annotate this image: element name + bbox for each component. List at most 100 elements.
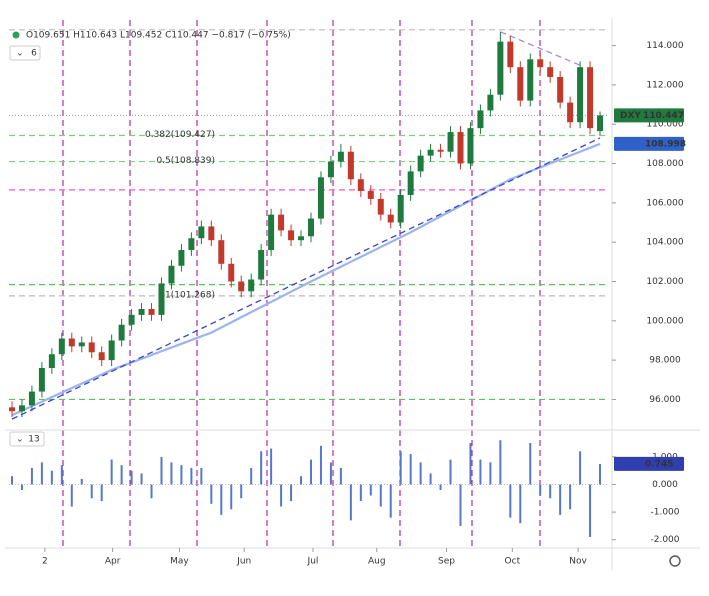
osc-bar bbox=[549, 484, 552, 499]
osc-bar bbox=[220, 484, 223, 515]
candle-body bbox=[567, 102, 574, 123]
osc-bar bbox=[90, 484, 93, 499]
candle-body bbox=[78, 342, 85, 347]
y-tick-label: 112.000 bbox=[646, 80, 683, 90]
ma-tag: 108.998 bbox=[645, 139, 686, 149]
candle-body bbox=[278, 214, 285, 231]
osc-bar bbox=[80, 478, 83, 485]
candle-body bbox=[397, 194, 404, 223]
candle-body bbox=[28, 391, 35, 406]
candle-body bbox=[198, 226, 205, 239]
y-tick-label: 98.000 bbox=[649, 356, 681, 366]
osc-tick-label: 0.000 bbox=[652, 480, 678, 490]
candle-body bbox=[407, 171, 414, 195]
osc-bar bbox=[110, 459, 113, 485]
level-label: 1(101.268) bbox=[165, 290, 215, 300]
candle-body bbox=[437, 149, 444, 152]
candle-body bbox=[357, 179, 364, 192]
last-price-tag: DXY bbox=[620, 111, 641, 121]
candle-body bbox=[98, 352, 105, 361]
candle-body bbox=[467, 128, 474, 164]
y-tick-label: 100.000 bbox=[646, 316, 683, 326]
osc-bar bbox=[559, 484, 562, 515]
candle-body bbox=[537, 59, 544, 68]
candle-body bbox=[288, 230, 295, 241]
x-tick-label: Jun bbox=[236, 557, 251, 567]
osc-bar bbox=[250, 467, 253, 485]
ohlc-header: O109.651 H110.643 L109.452 C110.447 −0.8… bbox=[26, 31, 291, 41]
osc-bar bbox=[489, 462, 492, 485]
candle-body bbox=[88, 342, 95, 353]
candle-body bbox=[347, 151, 354, 180]
osc-bar bbox=[419, 462, 422, 485]
osc-bar bbox=[270, 448, 273, 485]
osc-bar bbox=[429, 473, 432, 485]
moving-average bbox=[11, 142, 601, 417]
status-dot bbox=[12, 31, 20, 39]
y-tick-label: 96.000 bbox=[649, 395, 681, 405]
candle-body bbox=[118, 324, 125, 341]
indicator-toggle[interactable] bbox=[9, 45, 41, 61]
candle-body bbox=[417, 155, 424, 172]
osc-bar bbox=[170, 462, 173, 485]
level-label: 0.5(108.839) bbox=[156, 156, 215, 166]
candle-body bbox=[547, 67, 554, 78]
candle-body bbox=[108, 340, 115, 361]
indicator-count: 6 bbox=[31, 49, 37, 59]
candle-body bbox=[128, 314, 135, 325]
osc-bar bbox=[529, 443, 532, 485]
osc-bar bbox=[130, 470, 133, 485]
osc-bar bbox=[519, 484, 522, 524]
candle-body bbox=[577, 67, 584, 123]
y-tick-label: 110.000 bbox=[646, 120, 683, 130]
y-tick-label: 102.000 bbox=[646, 277, 683, 287]
settings-icon[interactable] bbox=[669, 555, 681, 567]
osc-bar bbox=[30, 467, 33, 485]
candle-body bbox=[367, 191, 374, 199]
osc-bar bbox=[180, 465, 183, 485]
osc-bar bbox=[290, 484, 293, 502]
candle-body bbox=[427, 149, 434, 156]
osc-bar bbox=[60, 465, 63, 485]
osc-bar bbox=[120, 465, 123, 485]
candle-body bbox=[238, 281, 245, 292]
candle-body bbox=[307, 218, 314, 237]
candle-body bbox=[208, 226, 215, 241]
osc-bar bbox=[329, 462, 332, 485]
candle-body bbox=[48, 354, 55, 368]
osc-bar bbox=[569, 484, 572, 510]
candle-body bbox=[447, 132, 454, 152]
osc-bar bbox=[200, 467, 203, 485]
osc-bar bbox=[140, 473, 143, 485]
candle-body bbox=[138, 309, 145, 315]
osc-bar bbox=[230, 484, 233, 510]
x-tick-label: Aug bbox=[368, 557, 386, 567]
osc-bar bbox=[449, 459, 452, 485]
osc-bar bbox=[479, 459, 482, 485]
osc-bar bbox=[599, 463, 602, 485]
osc-bar bbox=[409, 454, 412, 485]
candle-body bbox=[327, 161, 334, 178]
y-tick-label: 106.000 bbox=[646, 198, 683, 208]
osc-bar bbox=[100, 484, 103, 502]
candle-body bbox=[168, 265, 175, 284]
oscillator-toggle[interactable] bbox=[9, 431, 45, 447]
ma-tag-box bbox=[614, 136, 684, 151]
candle-body bbox=[8, 407, 15, 412]
osc-bar bbox=[579, 451, 582, 485]
candle-body bbox=[527, 59, 534, 101]
candle-body bbox=[188, 238, 195, 251]
osc-bar bbox=[509, 484, 512, 518]
candle-body bbox=[178, 250, 185, 266]
osc-bar bbox=[300, 476, 303, 485]
candle-body bbox=[457, 132, 464, 164]
osc-bar bbox=[190, 467, 193, 485]
x-tick-label: Apr bbox=[105, 557, 121, 567]
x-tick-label: Nov bbox=[569, 557, 587, 567]
osc-bar bbox=[10, 476, 13, 485]
osc-bar bbox=[160, 456, 163, 485]
osc-bar bbox=[339, 467, 342, 485]
candle-body bbox=[158, 283, 165, 315]
osc-bar bbox=[499, 440, 502, 485]
